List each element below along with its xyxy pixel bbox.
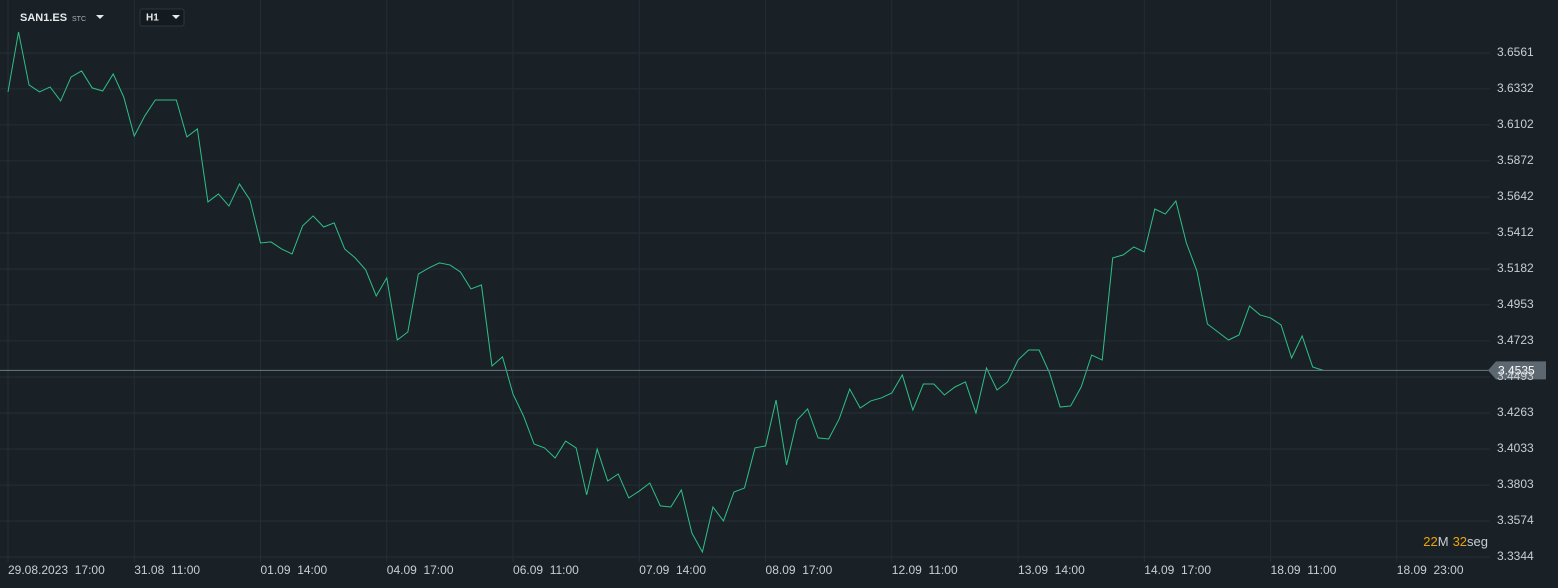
y-tick-label: 3.3803 xyxy=(1497,477,1534,491)
price-line xyxy=(7,31,1324,554)
symbol[interactable]: SAN1.ES xyxy=(20,12,67,24)
x-tick-label: 18.09 11:00 xyxy=(1271,563,1337,577)
countdown-seconds: 32 xyxy=(1453,534,1467,549)
timeframe-selector[interactable]: H1 xyxy=(139,8,185,27)
y-tick-label: 3.6332 xyxy=(1497,81,1534,95)
countdown: 22M 32seg xyxy=(1423,534,1488,549)
x-tick-label: 06.09 11:00 xyxy=(513,563,579,577)
y-tick-label: 3.4033 xyxy=(1497,441,1534,455)
y-tick-label: 3.4953 xyxy=(1497,297,1534,311)
dropdown-arrow[interactable] xyxy=(96,15,104,19)
x-tick-label: 04.09 17:00 xyxy=(387,563,454,577)
timeframe-box[interactable] xyxy=(139,8,185,27)
y-tick-label: 3.4263 xyxy=(1497,405,1534,419)
y-tick-label: 3.5412 xyxy=(1497,225,1534,239)
current-price-label: 3.4535 xyxy=(1498,364,1535,378)
x-tick-label: 01.09 14:00 xyxy=(261,563,328,577)
x-tick-label: 08.09 17:00 xyxy=(766,563,833,577)
dropdown-arrow[interactable] xyxy=(172,15,180,19)
y-tick-label: 3.5182 xyxy=(1497,261,1534,275)
x-tick-label: 29.08.2023 17:00 xyxy=(8,563,105,577)
y-tick-label: 3.6102 xyxy=(1497,117,1534,131)
timeframe[interactable]: H1 xyxy=(146,13,159,24)
x-tick-label: 12.09 11:00 xyxy=(892,563,958,577)
plot: 3.4535 xyxy=(0,31,1546,554)
symbol-selector[interactable]: SAN1.ES STC xyxy=(20,12,104,24)
x-tick-label: 07.09 14:00 xyxy=(639,563,706,577)
y-tick-label: 3.4723 xyxy=(1497,333,1534,347)
y-tick-label: 3.6561 xyxy=(1497,45,1534,59)
x-tick-label: 31.08 11:00 xyxy=(134,563,200,577)
countdown-seconds-unit: seg xyxy=(1467,534,1488,549)
x-tick-label: 18.09 23:00 xyxy=(1397,563,1464,577)
countdown-minutes: 22 xyxy=(1423,534,1437,549)
exchange: STC xyxy=(72,16,86,23)
y-tick-label: 3.4493 xyxy=(1497,369,1534,383)
y-tick-label: 3.3574 xyxy=(1497,513,1534,527)
y-tick-label: 3.3344 xyxy=(1497,549,1534,563)
countdown-minutes-unit: M xyxy=(1438,534,1449,549)
x-tick-label: 13.09 14:00 xyxy=(1018,563,1085,577)
x-tick-label: 14.09 17:00 xyxy=(1144,563,1211,577)
current-price-tag xyxy=(1488,361,1546,380)
y-tick-label: 3.5642 xyxy=(1497,189,1534,203)
y-tick-label: 3.5872 xyxy=(1497,153,1534,167)
